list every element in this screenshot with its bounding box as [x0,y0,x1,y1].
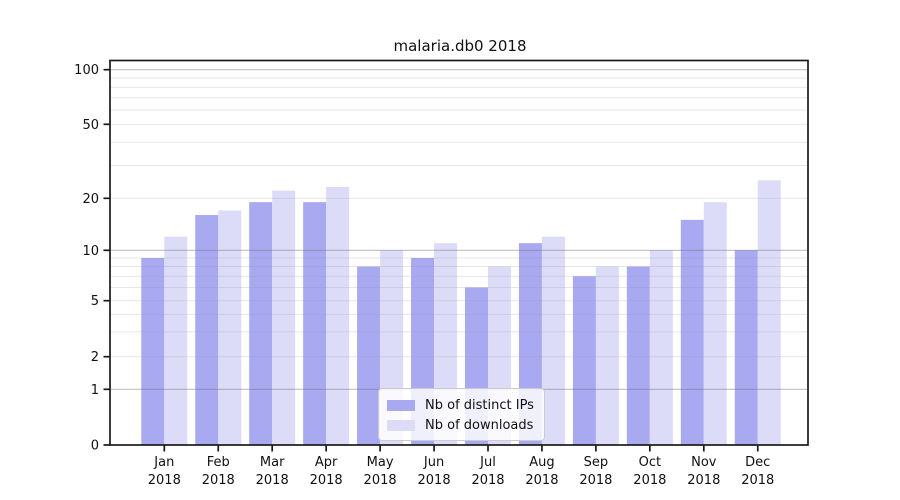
plot-frame [109,59,809,446]
x-tick-label-year-6: 2018 [471,473,504,488]
x-tick-label-year-11: 2018 [741,473,774,488]
x-tick-label-month-10: Nov [691,455,717,470]
x-tick-label-year-1: 2018 [202,473,235,488]
bar-ips-4 [357,266,381,445]
bar-downloads-0 [164,236,188,445]
chart-title: malaria.db0 2018 [393,37,527,55]
legend-item-distinct-ips: Nb of distinct IPs [387,396,536,414]
bar-ips-8 [572,276,596,445]
bar-ips-0 [141,257,165,445]
x-tick-label-year-10: 2018 [687,473,720,488]
x-tick-label-month-1: Feb [207,455,230,470]
bar-ips-2 [249,202,273,445]
legend-label-downloads: Nb of downloads [425,417,534,433]
bar-ips-1 [195,215,219,445]
x-tick-label-month-9: Oct [639,455,661,470]
bar-ips-11 [734,250,758,445]
y-tick-label-0: 0 [91,439,99,454]
x-tick-label-year-4: 2018 [364,473,397,488]
y-tick-label-100: 100 [74,63,99,78]
x-tick-label-year-3: 2018 [310,473,343,488]
y-tick-label-1: 1 [91,383,99,398]
bar-ips-3 [303,202,327,445]
y-tick-label-10: 10 [82,244,99,259]
bar-ips-10 [680,219,704,445]
x-tick-label-month-11: Dec [745,455,770,470]
bar-downloads-7 [541,236,565,445]
x-tick-label-month-6: Jul [479,455,496,470]
legend-item-downloads: Nb of downloads [387,416,536,434]
x-tick-label-month-0: Jan [153,455,174,470]
x-tick-label-month-5: Jun [423,455,444,470]
legend-swatch-distinct-ips [387,399,415,411]
legend-label-distinct-ips: Nb of distinct IPs [425,397,534,413]
x-tick-label-year-5: 2018 [418,473,451,488]
bar-ips-9 [626,266,650,445]
bar-downloads-9 [649,250,673,445]
bar-downloads-2 [272,190,296,445]
legend-swatch-downloads [387,419,415,431]
x-tick-label-year-7: 2018 [525,473,558,488]
y-tick-label-50: 50 [82,118,99,133]
x-tick-label-year-9: 2018 [633,473,666,488]
x-tick-label-month-4: May [367,455,394,470]
x-tick-label-year-0: 2018 [148,473,181,488]
x-tick-label-year-8: 2018 [579,473,612,488]
y-tick-label-2: 2 [91,350,99,365]
bar-downloads-10 [703,202,727,445]
x-tick-label-month-2: Mar [260,455,285,470]
legend: Nb of distinct IPs Nb of downloads [378,388,545,441]
y-tick-label-20: 20 [82,192,99,207]
bar-downloads-8 [595,266,619,445]
bar-downloads-3 [326,187,350,446]
bar-downloads-1 [218,210,242,445]
x-tick-label-month-3: Apr [315,455,338,470]
x-tick-label-month-7: Aug [529,455,554,470]
bar-downloads-11 [757,180,781,445]
x-tick-label-year-2: 2018 [256,473,289,488]
y-tick-label-5: 5 [91,294,99,309]
x-tick-label-month-8: Sep [584,455,609,470]
